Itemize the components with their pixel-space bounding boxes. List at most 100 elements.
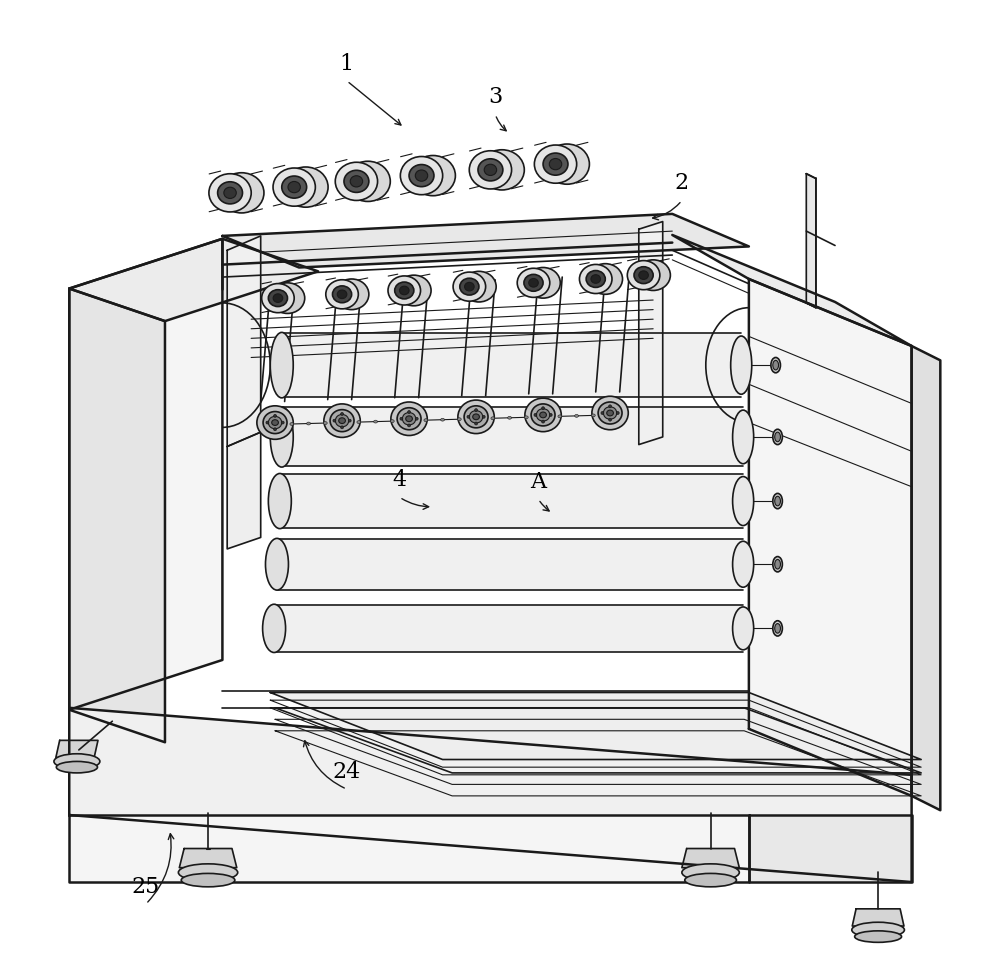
Polygon shape	[912, 346, 940, 810]
Ellipse shape	[558, 415, 562, 418]
Text: 25: 25	[132, 876, 160, 898]
Ellipse shape	[529, 278, 538, 287]
Ellipse shape	[636, 260, 670, 291]
Polygon shape	[682, 849, 739, 868]
Ellipse shape	[685, 874, 736, 887]
Text: A: A	[530, 471, 546, 492]
Polygon shape	[672, 235, 912, 346]
Ellipse shape	[531, 404, 555, 426]
Ellipse shape	[54, 754, 100, 769]
Polygon shape	[280, 540, 741, 588]
Ellipse shape	[407, 420, 411, 422]
Ellipse shape	[773, 429, 782, 444]
Polygon shape	[275, 708, 921, 773]
Ellipse shape	[268, 290, 287, 306]
Ellipse shape	[270, 407, 293, 468]
Ellipse shape	[339, 418, 345, 423]
Ellipse shape	[424, 419, 428, 421]
Ellipse shape	[337, 290, 347, 299]
Ellipse shape	[290, 422, 294, 425]
Ellipse shape	[262, 283, 294, 313]
Ellipse shape	[274, 428, 276, 431]
Ellipse shape	[775, 624, 780, 634]
Ellipse shape	[549, 414, 552, 417]
Ellipse shape	[541, 416, 545, 419]
Ellipse shape	[458, 400, 494, 434]
Ellipse shape	[475, 409, 478, 412]
Ellipse shape	[575, 415, 578, 418]
Polygon shape	[639, 222, 663, 444]
Ellipse shape	[323, 421, 327, 424]
Ellipse shape	[224, 187, 236, 199]
Ellipse shape	[263, 412, 287, 434]
Ellipse shape	[592, 396, 628, 430]
Ellipse shape	[266, 421, 269, 424]
Ellipse shape	[341, 413, 343, 416]
Ellipse shape	[775, 496, 780, 506]
Ellipse shape	[390, 420, 394, 422]
Ellipse shape	[591, 275, 601, 283]
Ellipse shape	[283, 167, 328, 207]
Ellipse shape	[465, 282, 474, 291]
Ellipse shape	[771, 357, 780, 372]
Ellipse shape	[340, 421, 344, 424]
Ellipse shape	[218, 181, 243, 204]
Ellipse shape	[609, 405, 612, 408]
Ellipse shape	[453, 272, 486, 301]
Ellipse shape	[411, 156, 455, 196]
Ellipse shape	[408, 424, 410, 427]
Ellipse shape	[609, 419, 612, 421]
Text: 3: 3	[488, 86, 502, 108]
Ellipse shape	[579, 264, 612, 294]
Ellipse shape	[460, 278, 479, 295]
Ellipse shape	[397, 276, 431, 306]
Polygon shape	[222, 214, 749, 268]
Ellipse shape	[330, 410, 354, 432]
Ellipse shape	[335, 162, 378, 201]
Ellipse shape	[307, 422, 310, 425]
Polygon shape	[69, 815, 749, 882]
Ellipse shape	[491, 417, 495, 420]
Ellipse shape	[257, 406, 293, 440]
Text: 4: 4	[392, 469, 407, 491]
Ellipse shape	[634, 267, 653, 283]
Ellipse shape	[464, 406, 488, 428]
Ellipse shape	[268, 417, 282, 429]
Ellipse shape	[526, 268, 560, 299]
Ellipse shape	[773, 360, 779, 370]
Ellipse shape	[775, 560, 780, 569]
Ellipse shape	[586, 271, 605, 287]
Polygon shape	[69, 708, 912, 882]
Ellipse shape	[219, 173, 264, 213]
Ellipse shape	[341, 426, 343, 429]
Ellipse shape	[508, 417, 511, 420]
Ellipse shape	[852, 923, 904, 938]
Ellipse shape	[467, 416, 470, 419]
Ellipse shape	[348, 420, 351, 422]
Ellipse shape	[399, 286, 409, 295]
Ellipse shape	[457, 418, 461, 420]
Ellipse shape	[409, 164, 434, 186]
Ellipse shape	[397, 408, 421, 430]
Ellipse shape	[270, 332, 293, 397]
Ellipse shape	[682, 864, 739, 881]
Ellipse shape	[484, 164, 497, 176]
Ellipse shape	[181, 874, 235, 887]
Ellipse shape	[480, 150, 524, 190]
Ellipse shape	[288, 181, 300, 193]
Ellipse shape	[415, 418, 418, 420]
Ellipse shape	[482, 416, 485, 419]
Ellipse shape	[263, 604, 286, 653]
Ellipse shape	[274, 415, 276, 418]
Ellipse shape	[588, 264, 623, 295]
Text: 24: 24	[333, 761, 361, 783]
Polygon shape	[227, 432, 261, 549]
Polygon shape	[283, 475, 741, 527]
Ellipse shape	[272, 420, 278, 425]
Ellipse shape	[545, 144, 589, 184]
Ellipse shape	[733, 410, 754, 464]
Polygon shape	[227, 236, 261, 446]
Ellipse shape	[415, 170, 428, 181]
Ellipse shape	[474, 418, 478, 420]
Ellipse shape	[541, 416, 545, 419]
